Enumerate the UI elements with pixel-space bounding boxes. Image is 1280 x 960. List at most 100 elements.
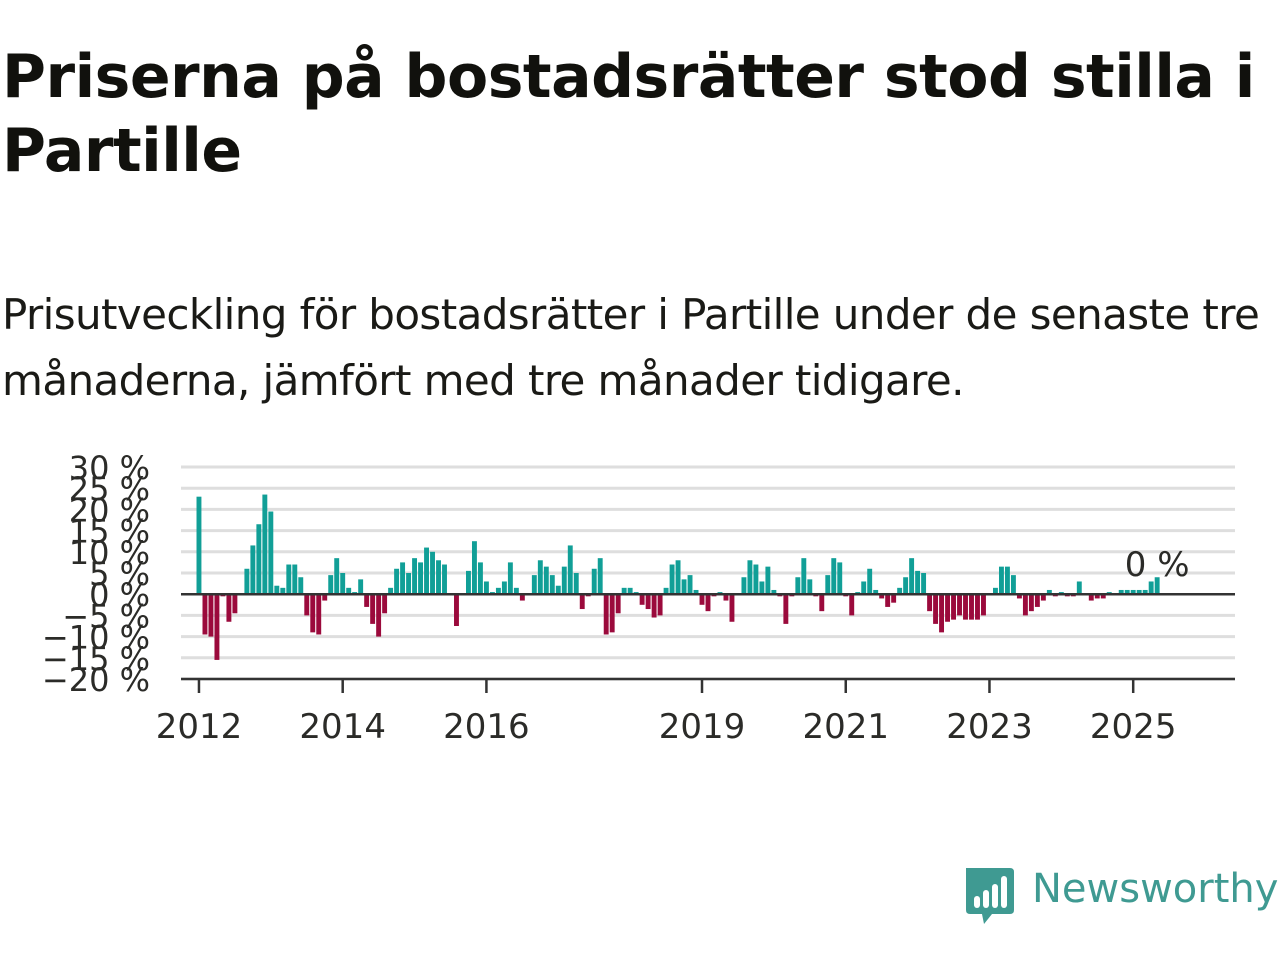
bar	[837, 562, 843, 595]
bar	[771, 589, 777, 595]
bar	[436, 560, 441, 595]
bar	[1076, 581, 1082, 595]
bar	[573, 573, 579, 595]
bar	[1136, 589, 1142, 595]
x-tick-label: 2016	[443, 707, 530, 747]
y-axis-tick-labels: 30 %25 %20 %15 %10 %5 %0 %−5 %−10 %−15 %…	[42, 449, 150, 699]
bar	[957, 594, 962, 616]
bar	[1004, 566, 1010, 595]
bar	[226, 594, 232, 622]
bar	[579, 594, 585, 610]
bar	[1040, 594, 1046, 601]
bar	[663, 587, 669, 595]
x-tick-label: 2012	[156, 707, 243, 747]
bar	[729, 594, 735, 622]
bar	[370, 594, 376, 624]
bar	[292, 564, 298, 595]
bar	[465, 570, 471, 595]
chart-title: Priserna på bostadsrätter stod stilla i …	[2, 42, 1255, 186]
bar	[531, 575, 537, 595]
bar	[537, 560, 543, 595]
bar	[513, 587, 519, 595]
bar	[795, 577, 801, 595]
bar	[1088, 594, 1094, 601]
axes	[181, 592, 1235, 693]
bar	[507, 562, 513, 595]
bar	[555, 585, 561, 595]
bar	[1124, 589, 1130, 595]
bar	[992, 587, 998, 595]
bar	[1010, 575, 1016, 595]
bar	[831, 558, 837, 595]
bar	[753, 564, 759, 595]
bar	[358, 579, 364, 595]
bar	[915, 570, 921, 595]
bar	[298, 577, 304, 595]
x-tick-label: 2014	[299, 707, 386, 747]
bar	[903, 577, 909, 595]
bar	[603, 594, 609, 635]
bar-chart: 30 %25 %20 %15 %10 %5 %0 %−5 %−10 %−15 %…	[42, 449, 1235, 747]
bar	[549, 575, 555, 595]
bar	[208, 594, 214, 637]
bar	[1094, 594, 1100, 599]
bars	[196, 494, 1160, 660]
bar	[304, 594, 310, 616]
latest-value-label: 0 %	[1125, 545, 1190, 585]
x-axis-tick-labels: 2012 2014 2016 2019 2021 2023 2025	[156, 707, 1177, 747]
bar	[909, 558, 915, 595]
bar	[801, 558, 807, 595]
bar	[621, 587, 627, 595]
bar	[1016, 594, 1022, 599]
bar	[394, 568, 400, 595]
bar	[825, 575, 831, 595]
x-tick-label: 2023	[946, 707, 1033, 747]
bar	[951, 594, 956, 620]
bar	[597, 558, 603, 595]
bar	[274, 585, 280, 595]
bar	[1148, 581, 1154, 595]
bar	[430, 551, 435, 595]
bar	[454, 594, 459, 626]
bar	[687, 575, 693, 595]
y-tick-label: 15 %	[69, 513, 150, 551]
bar	[340, 573, 346, 595]
bar	[280, 587, 286, 595]
bar	[627, 587, 633, 595]
y-tick-label: 10 %	[69, 534, 150, 572]
bar	[609, 594, 615, 633]
bar	[232, 594, 238, 614]
bar	[885, 594, 891, 607]
bar	[861, 581, 867, 595]
bar	[328, 575, 334, 595]
bar	[483, 581, 489, 595]
bar	[310, 594, 316, 633]
bar	[651, 594, 657, 618]
bar	[268, 511, 274, 595]
bar	[873, 589, 879, 595]
bar	[759, 581, 765, 595]
bar	[981, 594, 986, 616]
bar	[376, 594, 382, 637]
bar	[945, 594, 951, 622]
bar	[998, 566, 1004, 595]
bar	[969, 594, 974, 620]
x-tick-label: 2019	[659, 707, 746, 747]
bar	[699, 594, 705, 605]
bar	[741, 577, 747, 595]
bar	[567, 545, 573, 595]
bar	[334, 558, 340, 595]
bar	[346, 587, 352, 595]
bar	[316, 594, 322, 635]
bar	[561, 566, 567, 595]
y-tick-label: −20 %	[42, 661, 150, 699]
bar	[388, 587, 394, 595]
bar	[705, 594, 711, 612]
bar	[495, 587, 501, 595]
bar	[424, 547, 429, 595]
bar	[1046, 589, 1052, 595]
bar	[519, 594, 525, 601]
y-tick-label: 20 %	[69, 491, 150, 529]
bar	[1142, 589, 1148, 595]
bar	[681, 579, 687, 595]
